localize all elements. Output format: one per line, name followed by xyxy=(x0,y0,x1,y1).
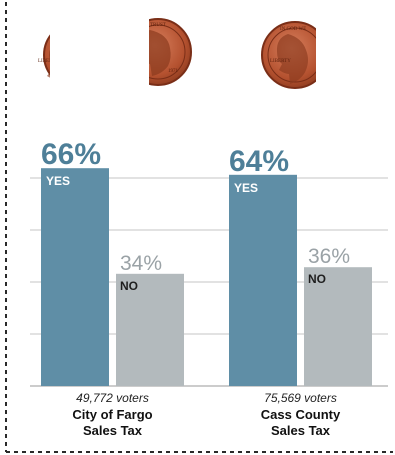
voters-count: 49,772 voters xyxy=(76,391,149,405)
yes-bar-label: YES xyxy=(234,181,258,195)
voters-count: 75,569 voters xyxy=(264,391,337,405)
category-label-line1: City of Fargo xyxy=(72,407,152,422)
category-label-line2: Sales Tax xyxy=(83,423,143,438)
svg-text:1971: 1971 xyxy=(168,69,179,74)
penny-icon-left: IN GOD LIBERTY xyxy=(38,20,59,92)
no-bar-label: NO xyxy=(120,279,138,293)
bars xyxy=(41,168,372,386)
yes-percent-label: 66% xyxy=(41,138,101,171)
penny-icon-right: IN GOD WE LIBERTY xyxy=(261,14,356,96)
no-bar-label: NO xyxy=(308,272,326,286)
penny-icon-middle: TRUST 1971 xyxy=(123,14,192,94)
yes-bar xyxy=(41,168,109,386)
yes-percent-label: 64% xyxy=(229,145,289,178)
svg-text:TRUST: TRUST xyxy=(150,23,166,28)
category-label-line2: Sales Tax xyxy=(271,423,331,438)
yes-bar xyxy=(229,174,297,386)
no-percent-label: 36% xyxy=(308,245,350,268)
yes-bar-label: YES xyxy=(46,174,70,188)
svg-text:IN GOD WE: IN GOD WE xyxy=(280,27,306,32)
svg-text:LIBERTY: LIBERTY xyxy=(38,59,59,64)
svg-text:LIBERTY: LIBERTY xyxy=(270,59,291,64)
no-percent-label: 34% xyxy=(120,252,162,275)
category-label-line1: Cass County xyxy=(261,407,341,422)
no-bar xyxy=(304,267,372,386)
no-bar xyxy=(116,273,184,386)
